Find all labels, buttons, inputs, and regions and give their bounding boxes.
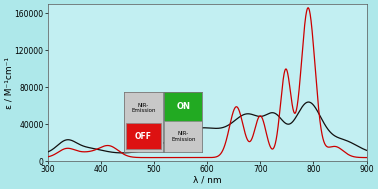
Y-axis label: ε / M⁻¹cm⁻¹: ε / M⁻¹cm⁻¹ bbox=[4, 57, 13, 109]
X-axis label: λ / nm: λ / nm bbox=[193, 176, 222, 185]
